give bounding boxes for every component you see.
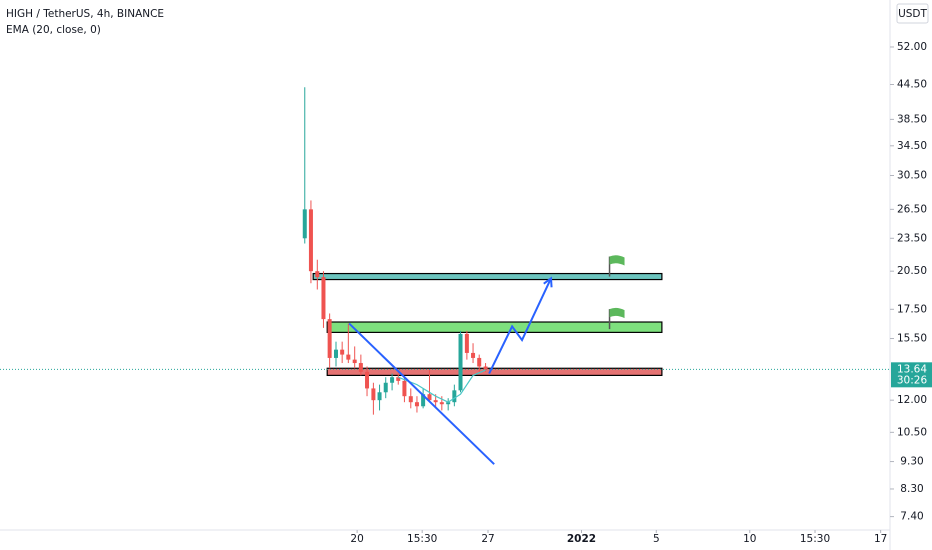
candle-body: [402, 380, 407, 397]
candle-body: [333, 349, 338, 358]
x-tick-label: 17: [874, 533, 887, 545]
ema-line: [398, 369, 486, 403]
y-tick-label: 30.50: [897, 169, 927, 181]
candle-body: [365, 371, 370, 389]
projection-path: [488, 277, 552, 375]
y-tick-label: 23.50: [897, 232, 927, 244]
indicator-label: EMA (20, close, 0): [6, 24, 101, 36]
candle-body: [346, 354, 351, 360]
candle-body: [352, 359, 357, 364]
y-tick-label: 26.50: [897, 203, 927, 215]
y-tick-label: 44.50: [897, 78, 927, 90]
price-zone: [326, 321, 663, 333]
trend-line: [348, 322, 495, 465]
candle-body: [371, 388, 376, 401]
candle-body: [383, 382, 388, 393]
candle-body: [421, 394, 426, 407]
candle-body: [321, 277, 326, 320]
candle-body: [414, 402, 419, 407]
currency-box[interactable]: [896, 3, 929, 24]
candle-body: [408, 396, 413, 403]
price-zone: [326, 367, 663, 376]
x-tick-label: 15:30: [800, 533, 830, 545]
x-tick-label: 20: [350, 533, 363, 545]
currency-label[interactable]: USDT: [898, 8, 927, 20]
y-tick-label: 9.30: [900, 456, 923, 468]
projection-arrowhead: [543, 276, 553, 288]
last-price-box: [891, 362, 932, 388]
countdown-label: 30:26: [897, 374, 928, 386]
candle-body: [427, 394, 432, 401]
candle-body: [327, 319, 332, 358]
candle-body: [377, 392, 382, 401]
y-tick-label: 34.50: [897, 140, 927, 152]
chart-title: HIGH / TetherUS, 4h, BINANCE: [6, 8, 164, 20]
x-tick-label: 5: [653, 533, 660, 545]
x-tick-label: 27: [481, 533, 494, 545]
flag: [609, 307, 625, 319]
y-tick-label: 12.00: [897, 394, 927, 406]
y-tick-label: 38.50: [897, 113, 927, 125]
candle-body: [396, 377, 401, 381]
x-tick-label: 10: [743, 533, 756, 545]
candle-body: [340, 349, 345, 355]
candle-body: [452, 390, 457, 403]
price-zone: [312, 272, 663, 281]
candle-body: [471, 352, 476, 358]
candle-body: [302, 209, 307, 239]
last-price-label: 13.64: [897, 363, 927, 375]
candle-body: [439, 402, 444, 405]
y-tick-label: 17.50: [897, 303, 927, 315]
candle-body: [390, 377, 395, 383]
y-tick-label: 7.40: [900, 511, 923, 523]
y-tick-label: 52.00: [897, 41, 927, 53]
y-tick-label: 8.30: [900, 483, 923, 495]
candle-body: [446, 402, 451, 405]
candle-body: [464, 333, 469, 353]
candle-body: [483, 366, 488, 370]
flag: [609, 255, 625, 266]
y-tick-label: 15.50: [897, 333, 927, 345]
x-tick-label: 2022: [567, 533, 596, 545]
candle-body: [433, 400, 438, 403]
x-tick-label: 15:30: [407, 533, 437, 545]
y-tick-label: 20.50: [897, 265, 927, 277]
y-tick-label: 10.50: [897, 426, 927, 438]
candle-body: [308, 209, 313, 272]
candle-body: [358, 363, 363, 372]
candle-body: [477, 357, 482, 367]
candle-body: [458, 333, 463, 391]
candle-body: [315, 271, 320, 278]
